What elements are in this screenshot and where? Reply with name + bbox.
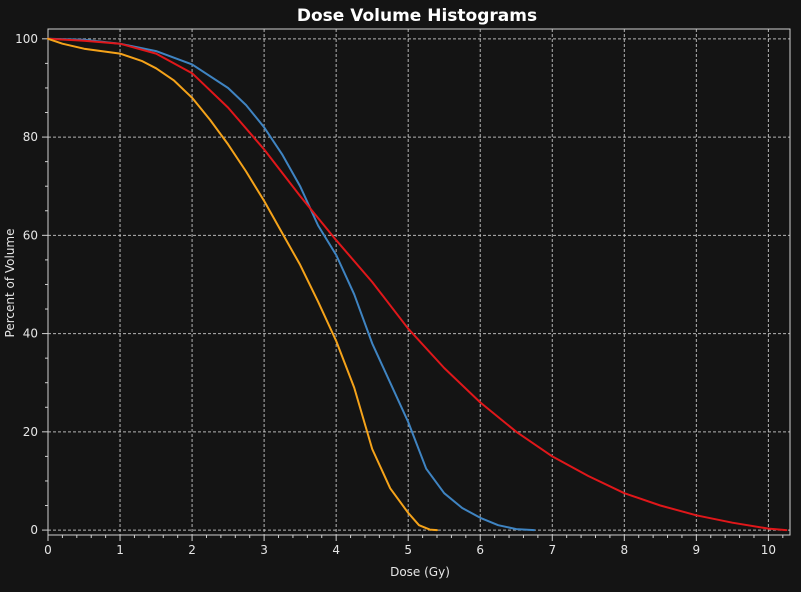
plot-frame [47,28,791,536]
y-tick-label: 60 [23,228,38,242]
series-line-1 [47,37,536,532]
x-tick-label: 3 [260,543,268,557]
chart-title: Dose Volume Histograms [297,6,537,26]
x-tick-label: 9 [693,543,701,557]
series-line-3 [47,37,438,532]
y-tick-label: 20 [23,425,38,439]
x-tick-label: 10 [761,543,776,557]
x-tick-label: 5 [404,543,412,557]
x-axis-title: Dose (Gy) [390,565,450,579]
series-lines [47,37,788,532]
y-tick-label: 0 [30,523,38,537]
x-tick-label: 1 [116,543,124,557]
x-tick-label: 6 [476,543,484,557]
y-axis-title: Percent of Volume [3,229,17,338]
series-line-2 [47,37,788,532]
x-tick-label: 2 [188,543,196,557]
x-tick-label: 4 [332,543,340,557]
y-tick-label: 80 [23,130,38,144]
x-tick-label: 0 [44,543,52,557]
grid-lines [47,29,790,535]
x-tick-label: 7 [548,543,556,557]
x-tick-label: 8 [620,543,628,557]
y-tick-label: 100 [15,32,38,46]
y-tick-label: 40 [23,327,38,341]
